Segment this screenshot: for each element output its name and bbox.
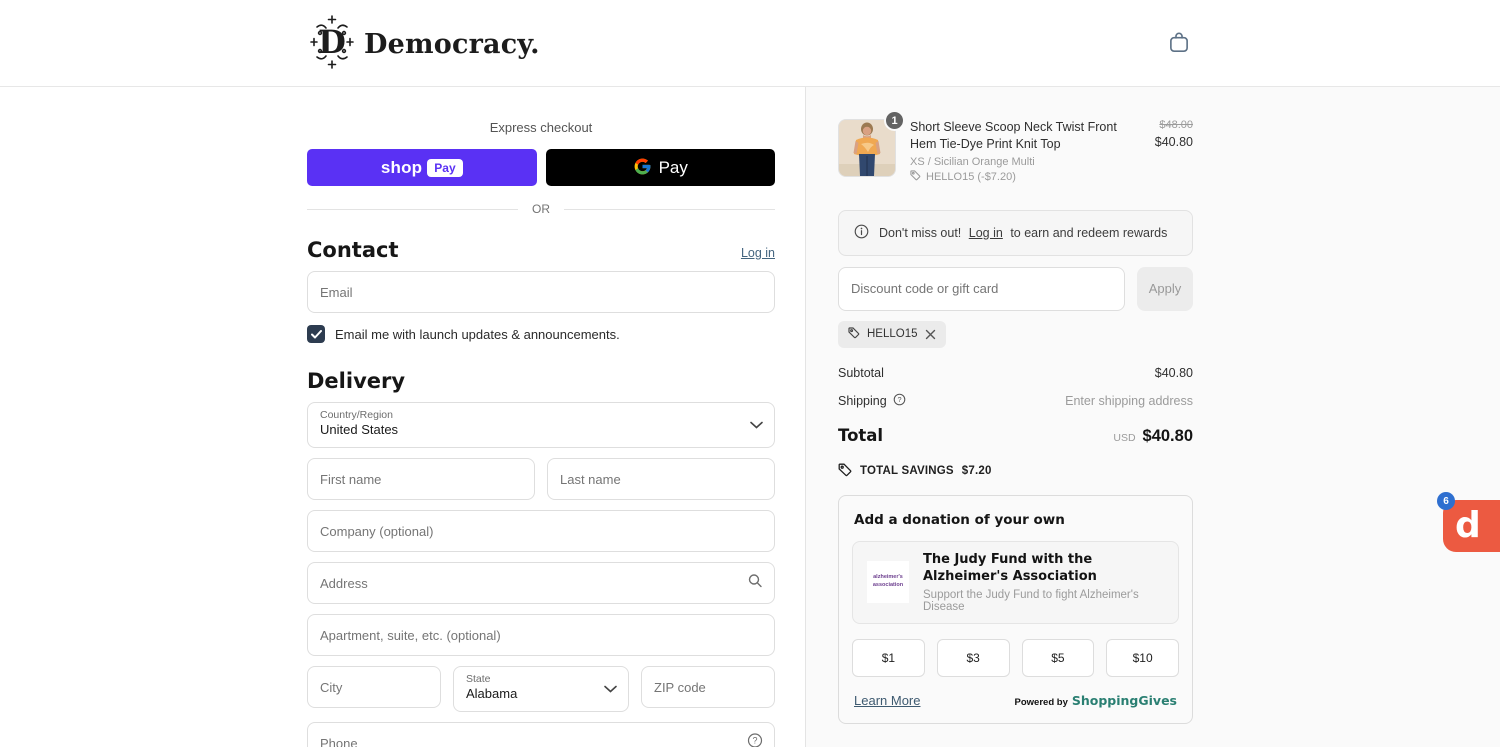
email-input[interactable] bbox=[307, 271, 775, 313]
address-input[interactable] bbox=[307, 562, 775, 604]
gpay-word: Pay bbox=[658, 157, 688, 177]
donation-heading: Add a donation of your own bbox=[854, 511, 1065, 528]
savings-label: TOTAL SAVINGS bbox=[860, 465, 954, 478]
shop-pay-badge: Pay bbox=[427, 158, 463, 177]
last-name-input[interactable] bbox=[547, 458, 775, 500]
city-input[interactable] bbox=[307, 666, 441, 708]
subtotal-value: $40.80 bbox=[1154, 365, 1193, 380]
checkout-form-pane: Express checkout shop Pay bbox=[0, 87, 805, 747]
product-title: Short Sleeve Scoop Neck Twist Front Hem … bbox=[910, 120, 1117, 151]
shop-pay-word: shop bbox=[380, 157, 423, 177]
contact-heading: Contact bbox=[307, 238, 399, 262]
first-name-input[interactable] bbox=[307, 458, 535, 500]
or-divider: OR bbox=[307, 202, 775, 216]
discount-code-input[interactable] bbox=[838, 266, 1125, 311]
or-text: OR bbox=[532, 202, 550, 216]
google-pay-button[interactable]: Pay bbox=[545, 149, 775, 186]
country-select[interactable]: Country/Region United States bbox=[307, 402, 775, 448]
powered-by-label: Powered by bbox=[1014, 696, 1068, 708]
charity-logo: alzheimer's association bbox=[867, 561, 909, 604]
svg-text:D: D bbox=[318, 23, 346, 61]
tag-icon bbox=[910, 170, 921, 184]
brand-emblem-icon: D bbox=[307, 13, 357, 76]
order-summary-pane: 1 Short Sleeve Scoop Neck Twist Front He… bbox=[805, 87, 1500, 747]
currency-code: USD bbox=[1113, 431, 1136, 444]
state-select[interactable]: State Alabama bbox=[453, 666, 629, 712]
widget-notification-badge: 6 bbox=[1437, 492, 1455, 510]
phone-input[interactable] bbox=[307, 722, 775, 747]
widget-letter: d bbox=[1455, 505, 1481, 546]
applied-discount-code: HELLO15 bbox=[867, 328, 918, 341]
subtotal-label: Subtotal bbox=[838, 365, 884, 380]
country-label: Country/Region bbox=[320, 409, 393, 421]
contact-login-link[interactable]: Log in bbox=[740, 246, 775, 260]
company-input[interactable] bbox=[307, 510, 775, 552]
shop-pay-button[interactable]: shop Pay bbox=[307, 149, 537, 186]
state-label: State bbox=[466, 673, 491, 685]
chevron-down-icon bbox=[604, 680, 617, 698]
product-original-price: $48.00 bbox=[1159, 119, 1193, 131]
quantity-badge: 1 bbox=[884, 110, 905, 131]
product-price: $40.80 bbox=[1154, 135, 1193, 149]
donate-amount-button[interactable]: $3 bbox=[936, 638, 1010, 677]
powered-by: Powered by ShoppingGives bbox=[1015, 693, 1177, 708]
country-value: United States bbox=[320, 422, 399, 437]
total-value: $40.80 bbox=[1142, 426, 1193, 445]
rewards-banner: Don't miss out! Log in to earn and redee… bbox=[838, 209, 1193, 256]
info-icon bbox=[854, 224, 869, 242]
cart-item: 1 Short Sleeve Scoop Neck Twist Front He… bbox=[838, 110, 1193, 184]
product-discount-tag: HELLO15 (-$7.20) bbox=[926, 170, 1016, 183]
google-g-icon bbox=[633, 157, 652, 179]
state-value: Alabama bbox=[466, 686, 518, 701]
shoppinggives-brand: ShoppingGives bbox=[1071, 692, 1177, 708]
express-checkout-title: Express checkout bbox=[489, 120, 593, 135]
apartment-input[interactable] bbox=[307, 614, 775, 656]
svg-text:?: ? bbox=[752, 736, 757, 746]
newsletter-label: Email me with launch updates & announcem… bbox=[335, 326, 620, 342]
tag-icon bbox=[838, 463, 852, 480]
total-savings: TOTAL SAVINGS $7.20 bbox=[838, 463, 1193, 480]
charity-card[interactable]: alzheimer's association The Judy Fund wi… bbox=[852, 540, 1179, 624]
donate-amount-button[interactable]: $1 bbox=[852, 638, 925, 677]
tag-icon bbox=[848, 327, 860, 342]
express-buttons: shop Pay Pay bbox=[307, 149, 775, 186]
remove-discount-icon[interactable] bbox=[925, 329, 936, 340]
charity-description: Support the Judy Fund to fight Alzheimer… bbox=[923, 588, 1139, 613]
floating-widget[interactable]: 6 d bbox=[1437, 492, 1500, 552]
product-thumbnail bbox=[838, 119, 896, 177]
rewards-text-suffix: to earn and redeem rewards bbox=[1010, 225, 1168, 240]
product-variant: XS / Sicilian Orange Multi bbox=[910, 155, 1035, 168]
learn-more-link[interactable]: Learn More bbox=[854, 692, 921, 708]
brand-logo[interactable]: D Democracy. bbox=[307, 13, 540, 76]
brand-name: Democracy. bbox=[364, 29, 540, 60]
donation-box: Add a donation of your own alzheimer's a… bbox=[838, 494, 1193, 724]
rewards-text-prefix: Don't miss out! bbox=[879, 225, 962, 240]
total-label: Total bbox=[838, 425, 884, 445]
rewards-login-link[interactable]: Log in bbox=[968, 225, 1003, 240]
main-content: Express checkout shop Pay bbox=[0, 87, 1500, 747]
donate-amount-button[interactable]: $10 bbox=[1106, 638, 1179, 677]
widget-button[interactable]: d bbox=[1443, 500, 1500, 552]
applied-discount-chip: HELLO15 bbox=[838, 320, 946, 348]
shipping-value: Enter shipping address bbox=[1065, 393, 1193, 408]
savings-value: $7.20 bbox=[961, 465, 992, 478]
charity-name: The Judy Fund with the Alzheimer's Assoc… bbox=[923, 551, 1097, 584]
search-icon bbox=[747, 573, 763, 594]
newsletter-checkbox[interactable] bbox=[307, 325, 325, 343]
chevron-down-icon bbox=[750, 416, 763, 434]
svg-text:?: ? bbox=[897, 395, 901, 404]
help-icon[interactable]: ? bbox=[747, 733, 763, 747]
shipping-label: Shipping bbox=[838, 393, 887, 408]
zip-input[interactable] bbox=[641, 666, 775, 708]
cart-bag-icon[interactable] bbox=[1165, 29, 1193, 57]
shipping-help-icon[interactable]: ? bbox=[893, 393, 906, 409]
apply-discount-button[interactable]: Apply bbox=[1137, 266, 1193, 311]
donate-amount-button[interactable]: $5 bbox=[1021, 638, 1095, 677]
header: D Democracy. bbox=[0, 0, 1500, 87]
donation-amounts: $1 $3 $5 $10 bbox=[852, 638, 1179, 677]
delivery-heading: Delivery bbox=[307, 369, 406, 393]
